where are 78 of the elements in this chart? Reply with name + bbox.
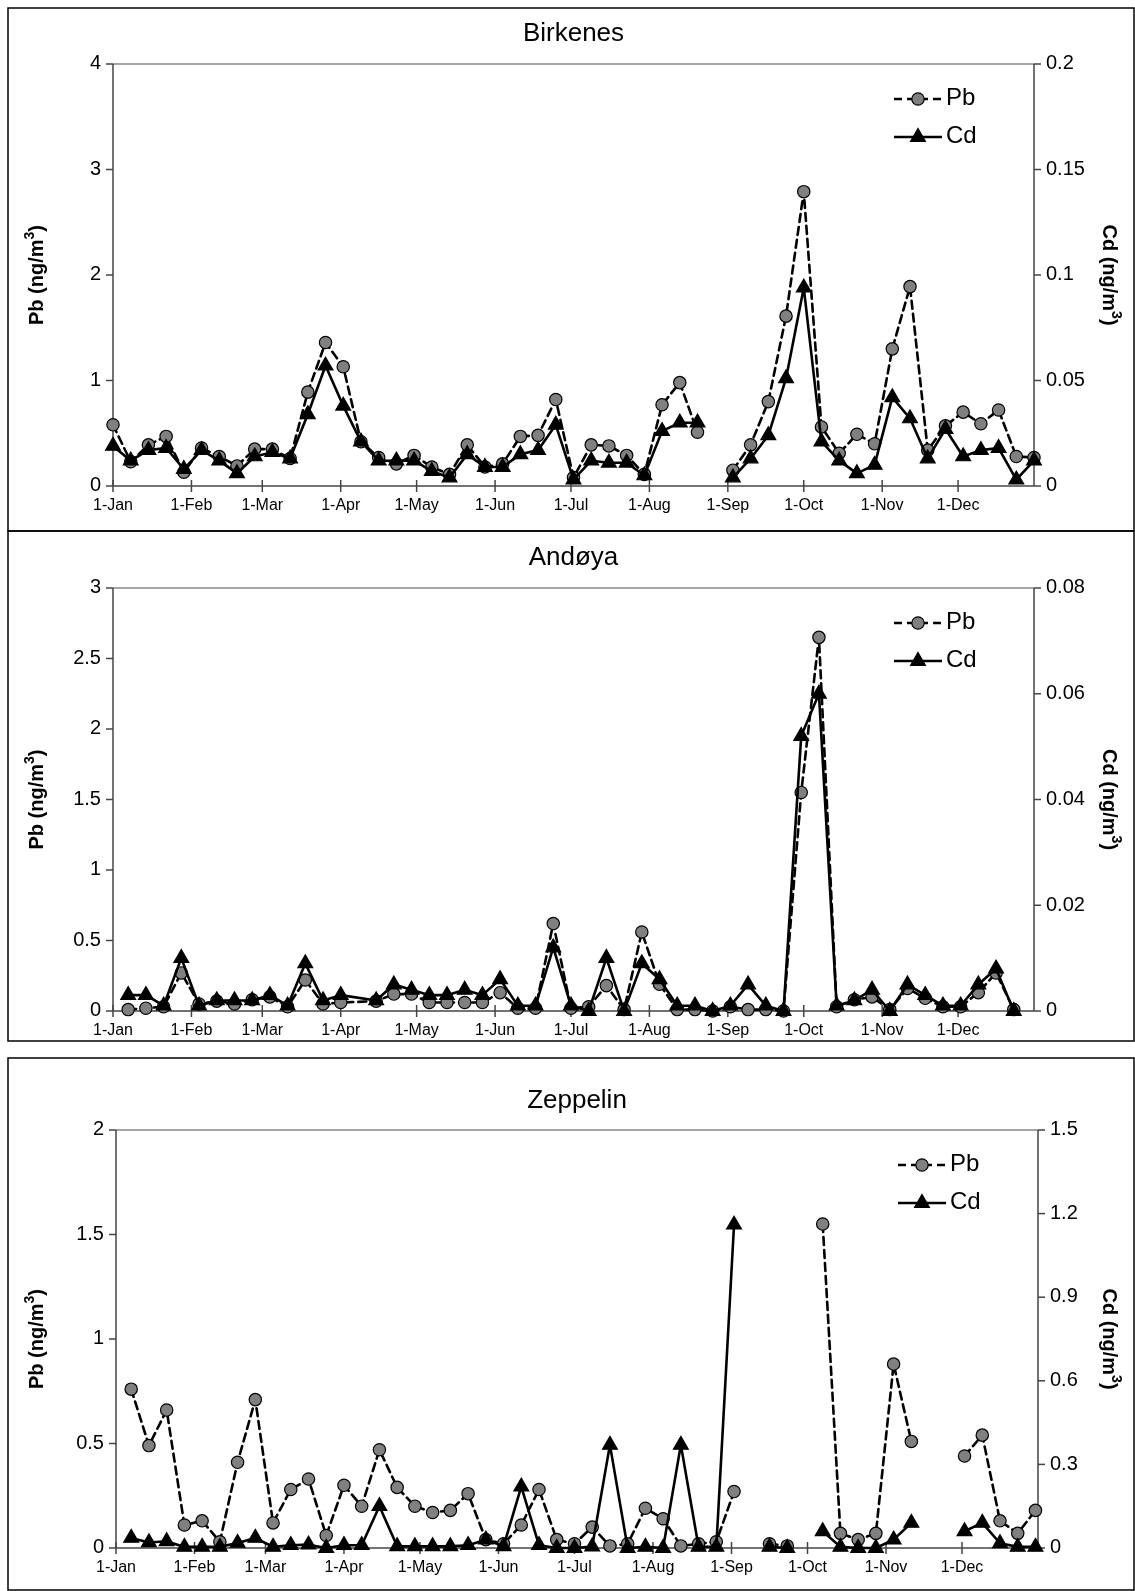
x-tick-label: 1-Dec (936, 496, 980, 514)
y2-tick-label: 0.1 (1046, 262, 1074, 285)
legend-label: Cd (946, 645, 977, 673)
y-tick-label: 2 (92, 1117, 104, 1140)
y2-tick-label: 0.15 (1046, 156, 1085, 179)
x-tick-label: 1-Jul (553, 496, 589, 514)
x-tick-label: 1-May (397, 1558, 443, 1576)
x-tick-label: 1-May (394, 496, 439, 514)
x-tick-label: 1-May (394, 1021, 439, 1039)
y2-tick-label: 0.05 (1046, 367, 1085, 390)
x-tick-label: 1-Jan (92, 1021, 134, 1039)
y2-tick-label: 0.3 (1050, 1451, 1078, 1474)
x-tick-label: 1-Oct (784, 1021, 824, 1039)
x-tick-label: 1-Nov (864, 1558, 908, 1576)
y2-tick-label: 0.9 (1050, 1284, 1078, 1307)
x-tick-label: 1-Oct (784, 496, 824, 514)
y2-tick-label: 0 (1046, 998, 1058, 1021)
x-tick-label: 1-Feb (170, 496, 213, 514)
x-tick-label: 1-Sep (710, 1558, 753, 1576)
x-tick-label: 1-Mar (241, 496, 284, 514)
x-tick-label: 1-Dec (940, 1558, 984, 1576)
x-tick-label: 1-Aug (631, 1558, 675, 1576)
legend-label: Cd (946, 121, 977, 149)
x-tick-label: 1-Jul (553, 1021, 589, 1039)
y2-tick-label: 0.04 (1046, 786, 1085, 809)
y2-tick-label: 0.06 (1046, 681, 1085, 704)
x-tick-label: 1-Apr (324, 1558, 365, 1576)
y-tick-label: 1.5 (76, 1221, 104, 1244)
legend-label: Pb (946, 607, 976, 635)
x-tick-label: 1-Mar (241, 1021, 284, 1039)
y-tick-label: 0 (89, 998, 101, 1021)
x-tick-label: 1-Jun (475, 496, 516, 514)
x-tick-label: 1-Jan (92, 496, 134, 514)
y-tick-label: 2 (89, 262, 101, 285)
y2-tick-label: 0.6 (1050, 1368, 1078, 1391)
legend-label: Pb (950, 1149, 980, 1177)
y-tick-label: 0.5 (73, 927, 101, 950)
y2-tick-label: 0 (1046, 473, 1058, 496)
y-tick-label: 1 (89, 857, 101, 880)
x-tick-label: 1-Jan (95, 1558, 137, 1576)
x-tick-label: 1-Sep (706, 1021, 750, 1039)
x-tick-label: 1-Oct (787, 1558, 828, 1576)
y2-tick-label: 1.2 (1050, 1200, 1078, 1223)
x-tick-label: 1-Feb (173, 1558, 216, 1576)
y2-tick-label: 0.2 (1046, 51, 1074, 74)
y2-tick-label: 0 (1050, 1535, 1062, 1558)
y2-tick-label: 1.5 (1050, 1117, 1078, 1140)
y-tick-label: 2 (89, 716, 101, 739)
x-tick-label: 1-Aug (628, 1021, 671, 1039)
x-tick-label: 1-Apr (321, 1021, 361, 1039)
y-tick-label: 1 (92, 1326, 104, 1349)
chart-title: Andøya (528, 540, 619, 571)
chart-title: Birkenes (522, 16, 625, 47)
x-tick-label: 1-Feb (170, 1021, 213, 1039)
x-tick-label: 1-Mar (244, 1558, 288, 1576)
y2-tick-label: 0.08 (1046, 575, 1085, 598)
y-tick-label: 0.5 (76, 1430, 104, 1453)
x-tick-label: 1-Apr (321, 496, 361, 514)
y-tick-label: 4 (89, 51, 101, 74)
legend-label: Pb (946, 83, 976, 111)
y-tick-label: 0 (92, 1535, 104, 1558)
x-tick-label: 1-Jun (478, 1558, 519, 1576)
x-tick-label: 1-Dec (936, 1021, 980, 1039)
y-tick-label: 2.5 (73, 645, 101, 668)
x-tick-label: 1-Nov (860, 496, 904, 514)
legend-label: Cd (950, 1187, 981, 1215)
y-tick-label: 1 (89, 367, 101, 390)
y2-tick-label: 0.02 (1046, 892, 1085, 915)
x-tick-label: 1-Nov (860, 1021, 904, 1039)
x-tick-label: 1-Aug (628, 496, 671, 514)
y-tick-label: 0 (89, 473, 101, 496)
y-tick-label: 1.5 (73, 786, 101, 809)
x-tick-label: 1-Jun (475, 1021, 516, 1039)
y-tick-label: 3 (89, 156, 101, 179)
chart-title: Zeppelin (527, 1083, 627, 1114)
x-tick-label: 1-Jul (557, 1558, 592, 1576)
x-tick-label: 1-Sep (706, 496, 750, 514)
y-tick-label: 3 (89, 575, 101, 598)
